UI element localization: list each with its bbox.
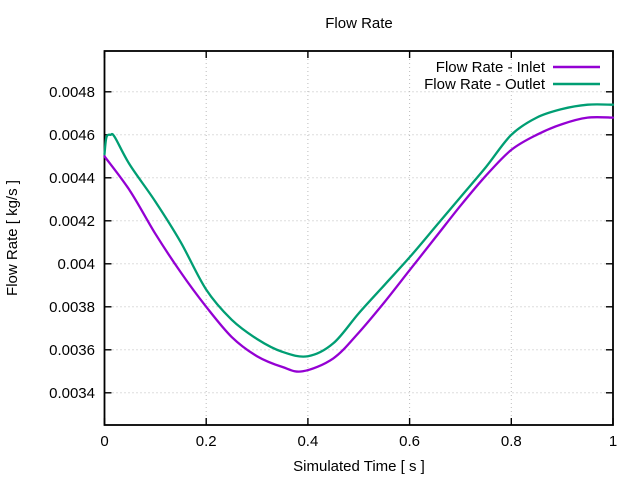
x-tick-label: 0.8 [501, 433, 522, 450]
y-tick-label: 0.0036 [49, 342, 95, 359]
y-tick-label: 0.0048 [49, 84, 95, 101]
axis-ticks [103, 51, 614, 425]
y-axis-label: Flow Rate [ kg/s ] [4, 180, 21, 296]
series-line-flow-rate-outlet [103, 103, 615, 358]
x-tick-label: 0 [100, 433, 108, 450]
data-curves [103, 103, 615, 373]
x-tick-label: 0.4 [297, 433, 318, 450]
y-tick-label: 0.0044 [49, 170, 95, 187]
y-tick-label: 0.0034 [49, 385, 95, 402]
legend: Flow Rate - Inlet Flow Rate - Outlet [424, 59, 600, 93]
x-tick-label: 0.2 [196, 433, 217, 450]
plot-border [103, 50, 614, 426]
y-tick-label: 0.0038 [49, 299, 95, 316]
y-tick-label: 0.004 [57, 256, 95, 273]
x-axis-label: Simulated Time [ s ] [293, 458, 425, 475]
legend-label-outlet: Flow Rate - Outlet [424, 76, 546, 93]
grid-lines [104, 51, 614, 425]
series-line-flow-rate-inlet [103, 116, 615, 373]
y-tick-label: 0.0042 [49, 213, 95, 230]
y-tick-label: 0.0046 [49, 127, 95, 144]
chart-title: Flow Rate [325, 15, 393, 32]
x-tick-label: 1 [609, 433, 617, 450]
tick-labels: 0 0.2 0.4 0.6 0.8 1 0.0034 0.0036 0.0038 0.004 0.0… [49, 84, 617, 450]
legend-label-inlet: Flow Rate - Inlet [436, 59, 546, 76]
x-tick-label: 0.6 [399, 433, 420, 450]
